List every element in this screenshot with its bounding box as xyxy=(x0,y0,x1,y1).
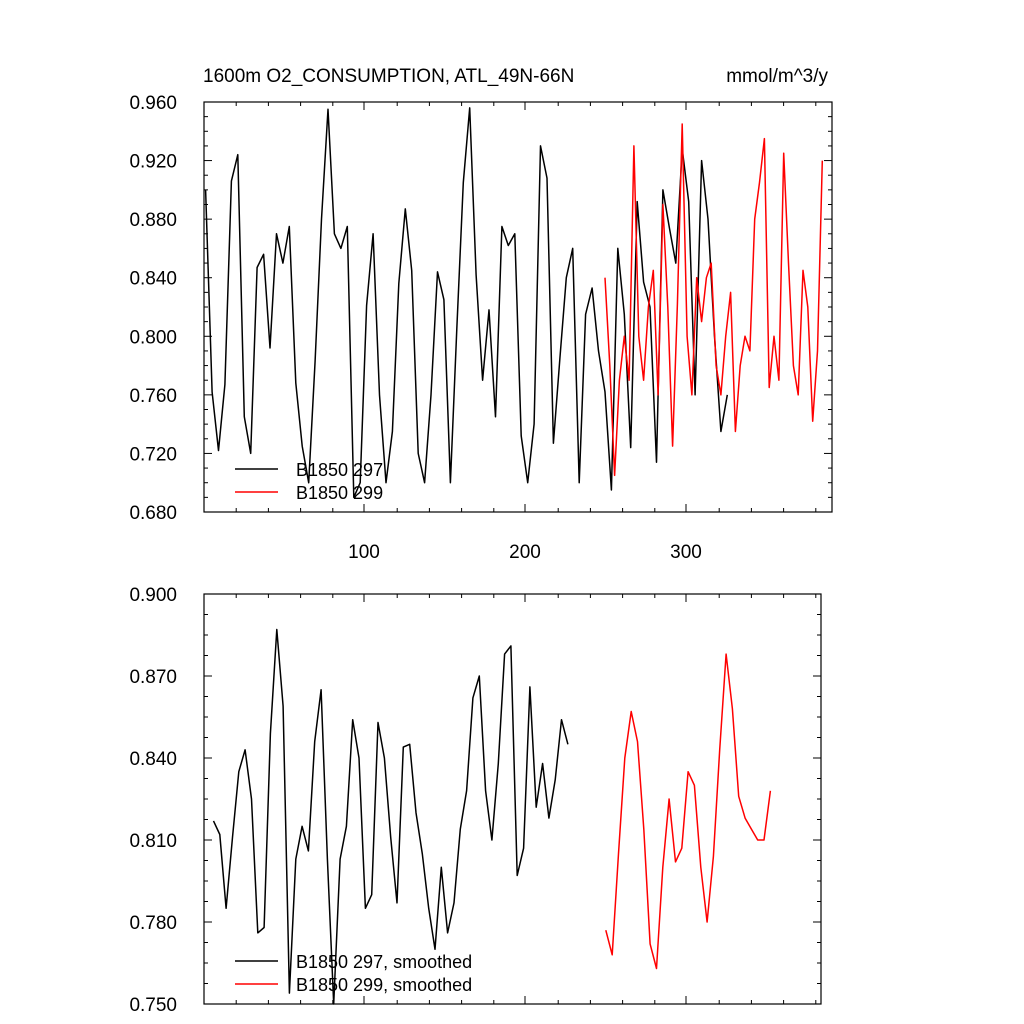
legend-label: B1850 297 xyxy=(296,460,383,480)
plot-frame xyxy=(203,101,833,513)
series-line-b1850-297 xyxy=(212,628,569,1005)
y-tick-label: 0.760 xyxy=(129,386,177,407)
y-tick-label: 0.920 xyxy=(129,152,177,173)
y-tick-label: 0.900 xyxy=(129,585,177,606)
y-tick-label: 0.680 xyxy=(129,503,177,524)
plot-frame-bottom xyxy=(203,593,822,1005)
x-tick-label: 300 xyxy=(670,542,702,563)
legend: B1850 297 B1850 299 xyxy=(235,460,383,503)
legend-bottom: B1850 297, smoothed B1850 299, smoothed xyxy=(235,952,472,995)
y-tick-label: 0.880 xyxy=(129,210,177,231)
x-tick-label: 200 xyxy=(509,542,541,563)
series-line-b1850-299 xyxy=(604,123,824,477)
top-panel: 1600m O2_CONSUMPTION, ATL_49N-66N mmol/m… xyxy=(129,66,833,563)
legend-label: B1850 297, smoothed xyxy=(296,952,472,972)
legend-label: B1850 299, smoothed xyxy=(296,975,472,995)
y-tick-label: 0.720 xyxy=(129,444,177,465)
series-line-b1850-299 xyxy=(605,653,772,970)
series-line-b1850-297 xyxy=(204,107,729,499)
legend-label: B1850 299 xyxy=(296,483,383,503)
x-tick-label: 100 xyxy=(348,542,380,563)
y-tick-label: 0.810 xyxy=(129,831,177,852)
y-tick-label: 0.870 xyxy=(129,667,177,688)
y-tick-label: 0.960 xyxy=(129,93,177,114)
y-tick-label: 0.800 xyxy=(129,327,177,348)
chart-title: 1600m O2_CONSUMPTION, ATL_49N-66N xyxy=(203,66,574,87)
chart-units: mmol/m^3/y xyxy=(726,66,828,87)
y-tick-label: 0.840 xyxy=(129,749,177,770)
bottom-panel: 0.750 0.780 0.810 0.840 0.870 0.900 B1850 297… xyxy=(129,585,822,1016)
y-tick-label: 0.780 xyxy=(129,913,177,934)
y-tick-label: 0.750 xyxy=(129,995,177,1016)
y-tick-label: 0.840 xyxy=(129,269,177,290)
